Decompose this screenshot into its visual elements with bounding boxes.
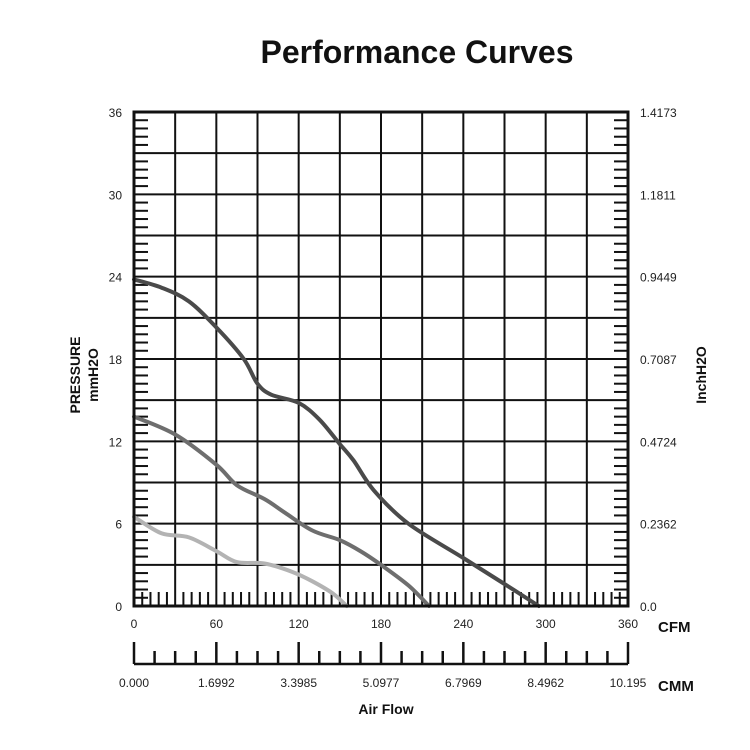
x2-tick-label: 5.0977 <box>363 676 400 690</box>
y-axis-label: PRESSURE <box>67 336 83 413</box>
x2-tick-labels: 0.000 1.6992 3.3985 5.0977 6.7969 8.4962 10.19… <box>119 676 647 690</box>
y-right-tick-label: 0.9449 <box>640 271 677 285</box>
x-unit-cfm: CFM <box>658 619 691 636</box>
y-tick-label: 6 <box>115 518 122 532</box>
x2-unit-cmm: CMM <box>658 678 694 695</box>
y-tick-label: 0 <box>115 600 122 614</box>
series-line-curve-mid <box>132 414 431 608</box>
x-axis-label: Air Flow <box>358 701 413 717</box>
x-tick-label: 360 <box>618 617 638 631</box>
chart-title: Performance Curves <box>260 34 573 70</box>
series-group <box>132 277 541 608</box>
y-tick-label: 30 <box>109 188 123 202</box>
x-tick-label: 60 <box>210 617 224 631</box>
x-tick-label: 120 <box>289 617 309 631</box>
x-tick-labels: 0 60 120 180 240 300 360 <box>131 617 639 631</box>
grid <box>134 112 628 606</box>
y-right-tick-labels: 0.0 0.2362 0.4724 0.7087 0.9449 1.1811 1.4173 <box>640 106 677 614</box>
x2-tick-label: 3.3985 <box>280 676 317 690</box>
y-right-tick-label: 0.7087 <box>640 353 677 367</box>
x2-tick-label: 10.195 <box>610 676 647 690</box>
secondary-x-axis <box>132 642 630 666</box>
plot-frame <box>132 110 630 608</box>
series-line-curve-low <box>132 514 349 608</box>
y-axis-unit: mmH2O <box>85 348 101 402</box>
y-right-tick-label: 1.1811 <box>640 188 676 202</box>
y-right-tick-label: 0.2362 <box>640 518 677 532</box>
x2-tick-label: 6.7969 <box>445 676 482 690</box>
y-right-tick-label: 1.4173 <box>640 106 677 120</box>
x-tick-label: 0 <box>131 617 138 631</box>
y-tick-labels: 0 6 12 18 24 30 36 <box>109 106 123 614</box>
y-right-axis-label: InchH2O <box>693 346 709 404</box>
y-tick-label: 12 <box>109 435 123 449</box>
minor-ticks <box>134 119 628 606</box>
x-tick-label: 240 <box>453 617 473 631</box>
y-tick-label: 36 <box>109 106 123 120</box>
y-tick-label: 18 <box>109 353 123 367</box>
x2-tick-label: 8.4962 <box>527 676 564 690</box>
y-tick-label: 24 <box>109 271 123 285</box>
y-right-tick-label: 0.0 <box>640 600 657 614</box>
x-tick-label: 300 <box>536 617 556 631</box>
x2-tick-label: 0.000 <box>119 676 149 690</box>
x2-tick-label: 1.6992 <box>198 676 235 690</box>
y-right-tick-label: 0.4724 <box>640 435 677 449</box>
series-line-curve-high <box>132 277 541 608</box>
x-tick-label: 180 <box>371 617 391 631</box>
